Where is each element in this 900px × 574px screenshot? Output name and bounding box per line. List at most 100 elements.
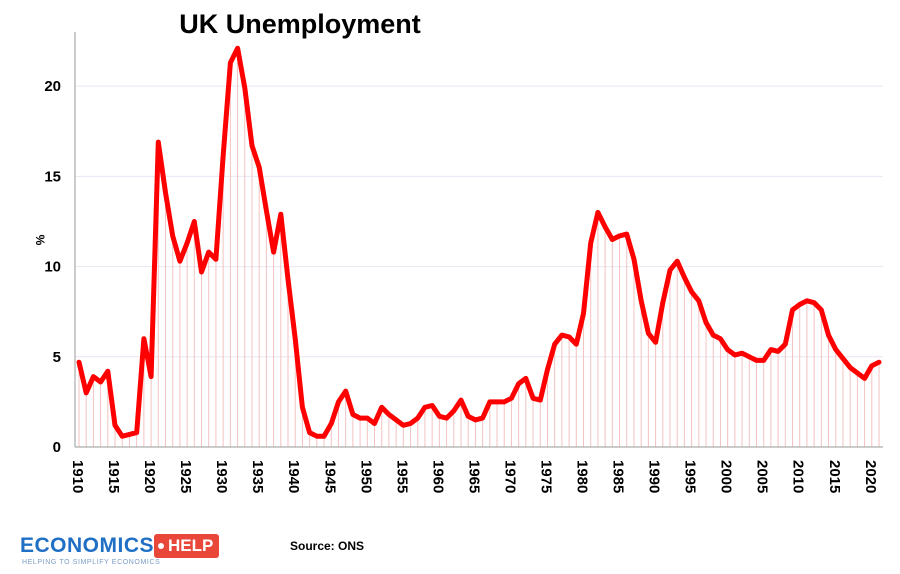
- data-point-1928: [206, 249, 211, 255]
- data-point-2002: [739, 350, 745, 356]
- data-point-1993: [674, 258, 680, 264]
- data-point-1945: [329, 421, 334, 426]
- x-tick-label-1965: 1965: [465, 460, 482, 493]
- data-point-1991: [660, 300, 665, 305]
- data-point-2006: [768, 347, 774, 352]
- data-point-1915: [112, 423, 118, 428]
- data-point-2009: [790, 307, 795, 313]
- data-point-1987: [631, 257, 637, 262]
- x-tick-label-1945: 1945: [321, 460, 338, 493]
- data-point-1922: [163, 190, 168, 195]
- data-point-1982: [595, 210, 601, 215]
- data-point-2018: [855, 370, 860, 376]
- data-point-1935: [256, 165, 262, 170]
- data-point-1924: [177, 258, 183, 264]
- data-point-1988: [638, 298, 644, 304]
- data-point-1990: [653, 340, 658, 345]
- x-axis-ticks: 1910 1915 1920 1925 1930 1935 1940 1945 1950 1955…: [69, 460, 879, 493]
- data-point-1969: [502, 399, 507, 405]
- data-point-1919: [141, 336, 147, 341]
- data-point-2020: [869, 363, 874, 369]
- data-point-1930: [220, 154, 226, 159]
- x-tick-label-1920: 1920: [141, 460, 158, 493]
- data-point-1937: [271, 249, 276, 255]
- data-point-1985: [617, 233, 622, 239]
- data-point-1983: [602, 224, 608, 230]
- chart-title: UK Unemployment: [179, 9, 421, 39]
- data-point-2012: [811, 300, 817, 305]
- data-point-1980: [581, 311, 586, 316]
- data-point-2019: [862, 376, 867, 381]
- data-point-2004: [754, 358, 759, 363]
- data-point-1960: [437, 414, 442, 419]
- data-point-2015: [833, 347, 838, 352]
- logo-wordmark: ECONOMICS: [20, 534, 155, 557]
- data-points: [76, 46, 882, 439]
- x-tick-label-1955: 1955: [393, 460, 410, 493]
- data-point-1951: [372, 421, 377, 426]
- y-tick-label-20: 20: [44, 78, 61, 95]
- data-point-1954: [393, 417, 399, 423]
- data-point-1950: [365, 415, 370, 421]
- data-point-1998: [711, 332, 716, 338]
- data-point-1962: [451, 408, 456, 414]
- y-axis-ticks: 0 5 10 15 20: [44, 78, 61, 456]
- data-point-1965: [473, 417, 478, 423]
- data-point-1968: [494, 399, 500, 405]
- data-point-2001: [732, 352, 738, 358]
- drop-lines: [78, 48, 880, 447]
- data-point-2000: [725, 347, 730, 352]
- data-point-1926: [192, 219, 197, 224]
- data-point-1934: [249, 143, 255, 148]
- data-point-1931: [228, 60, 233, 65]
- data-point-2017: [847, 365, 853, 370]
- series-line-unemployment: [76, 45, 882, 439]
- x-tick-label-1940: 1940: [285, 460, 302, 493]
- data-point-1984: [610, 237, 615, 242]
- data-point-1972: [523, 376, 529, 381]
- data-point-1975: [545, 367, 550, 372]
- source-note: Source: ONS: [290, 539, 365, 553]
- logo-tag: HELP: [154, 534, 220, 558]
- x-tick-label-1975: 1975: [537, 460, 554, 493]
- data-point-1944: [321, 433, 327, 439]
- x-tick-label-1935: 1935: [249, 460, 266, 493]
- data-point-1971: [516, 381, 521, 387]
- data-point-1917: [127, 432, 132, 437]
- data-point-1911: [84, 390, 89, 396]
- data-point-1920: [148, 374, 154, 379]
- data-point-1938: [278, 212, 284, 217]
- data-point-1999: [718, 336, 723, 341]
- data-point-1952: [379, 405, 384, 410]
- x-tick-label-2000: 2000: [718, 460, 735, 493]
- data-point-1925: [184, 240, 190, 246]
- data-point-1997: [703, 320, 709, 325]
- data-point-1958: [422, 405, 428, 410]
- data-point-1970: [509, 396, 514, 401]
- data-point-1923: [170, 233, 175, 239]
- data-point-1981: [588, 240, 593, 246]
- data-point-1933: [242, 85, 247, 91]
- data-point-1992: [667, 267, 673, 273]
- x-tick-label-1990: 1990: [646, 460, 663, 493]
- data-point-1942: [307, 430, 312, 435]
- data-point-2003: [747, 354, 752, 359]
- x-tick-label-1910: 1910: [69, 460, 86, 493]
- data-point-1959: [429, 403, 435, 408]
- data-point-1939: [285, 276, 291, 282]
- data-point-1910: [76, 359, 82, 365]
- data-point-1979: [574, 341, 579, 347]
- data-point-2021: [876, 359, 882, 365]
- data-point-1986: [624, 231, 629, 237]
- x-tick-label-1970: 1970: [501, 460, 518, 493]
- data-point-1994: [682, 275, 687, 280]
- data-point-1948: [350, 412, 356, 417]
- data-point-1932: [235, 46, 240, 51]
- x-tick-label-2010: 2010: [790, 460, 807, 493]
- x-tick-label-2020: 2020: [862, 460, 879, 493]
- data-point-1927: [199, 269, 204, 275]
- y-tick-label-5: 5: [53, 349, 61, 366]
- data-point-1995: [689, 289, 694, 295]
- data-point-1913: [98, 379, 103, 385]
